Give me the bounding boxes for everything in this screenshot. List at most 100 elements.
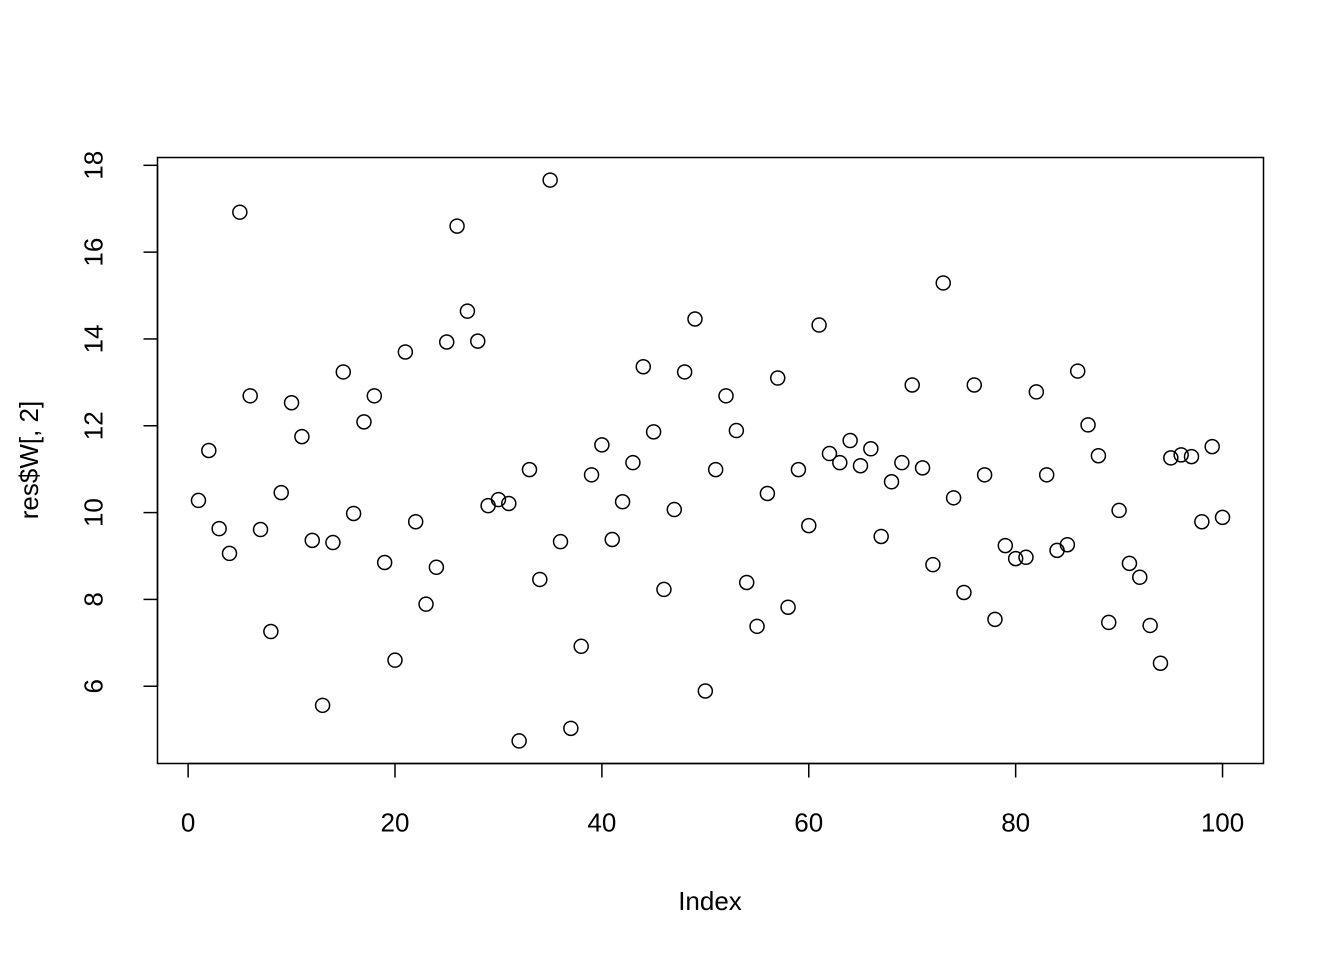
x-axis-label: Index [678,886,742,916]
data-point [345,505,362,522]
data-point [356,414,372,430]
data-point [1214,509,1231,526]
data-point [976,467,993,483]
data-point [625,454,641,471]
data-point [738,574,755,591]
data-point [728,422,745,439]
data-point [687,311,703,327]
data-point [1142,617,1158,634]
data-point [997,537,1014,554]
data-point [645,424,662,440]
data-point [532,571,548,588]
data-point [1163,450,1179,466]
data-point [749,618,765,635]
data-point [459,303,476,319]
data-point [987,611,1003,628]
data-point [707,461,724,478]
data-point [1007,550,1024,567]
y-tick-label: 18 [79,151,109,180]
data-point [1090,447,1107,464]
x-tick-label: 20 [381,808,410,838]
data-point [397,344,414,360]
data-point [718,388,734,404]
data-point [966,377,983,393]
y-tick-label: 16 [79,238,109,267]
data-point [635,358,652,375]
y-tick-label: 14 [79,324,109,353]
data-point [573,638,589,655]
data-point [418,596,434,612]
data-point [376,554,393,571]
data-point [366,388,383,404]
data-point [521,461,538,478]
data-point [842,432,858,449]
data-point [232,204,248,220]
data-point [863,441,879,457]
data-point [780,599,796,615]
data-point [221,545,238,562]
data-point [935,275,951,291]
data-point [656,581,672,598]
data-point [873,528,889,545]
data-point [821,445,838,462]
x-tick-label: 60 [794,808,823,838]
plot-box [156,156,1265,765]
data-point [407,513,424,530]
data-point [242,388,258,404]
x-tick-label: 0 [181,808,195,838]
data-point [759,485,776,502]
data-point [852,457,869,474]
y-tick-label: 6 [79,679,109,693]
data-point [273,484,289,501]
data-point [1080,417,1096,433]
data-point [583,467,600,483]
x-axis: 0 20 40 60 80 100 [181,762,1244,838]
data-point [925,556,941,573]
data-point [1028,384,1045,400]
data-point [283,395,300,411]
data-point [666,501,683,518]
data-point [945,490,962,506]
data-point [190,492,207,509]
data-point [480,497,496,514]
data-point [894,454,910,471]
data-point [470,333,486,349]
data-point [1152,655,1169,671]
data-point [811,317,827,333]
data-point [387,652,403,668]
data-point [252,521,269,538]
data-point [335,364,352,380]
data-point [769,370,786,386]
data-point [956,584,972,601]
data-point [294,428,310,445]
x-tick-label: 40 [587,808,616,838]
data-point [604,531,620,548]
data-point [1183,448,1200,465]
data-point [1111,502,1127,519]
data-point [594,437,610,453]
data-point [1018,549,1034,566]
data-point [511,733,527,749]
y-tick-label: 12 [79,411,109,440]
data-point [263,623,279,640]
data-point [501,495,517,512]
data-point [614,493,631,510]
y-axis: 6 8 10 12 14 16 18 [79,151,159,693]
y-tick-label: 8 [79,592,109,606]
data-point [1132,569,1148,586]
data-point [1121,555,1138,572]
x-tick-label: 100 [1201,808,1244,838]
data-point [904,377,920,393]
data-point [832,454,848,471]
data-point [1101,614,1117,631]
data-point [1173,447,1189,463]
data-point [490,491,507,508]
data-point [676,364,693,380]
data-points [190,172,1231,749]
data-point [211,520,227,537]
data-point [314,697,331,714]
data-point [1038,467,1055,483]
data-point [449,218,465,234]
data-point [325,534,341,551]
